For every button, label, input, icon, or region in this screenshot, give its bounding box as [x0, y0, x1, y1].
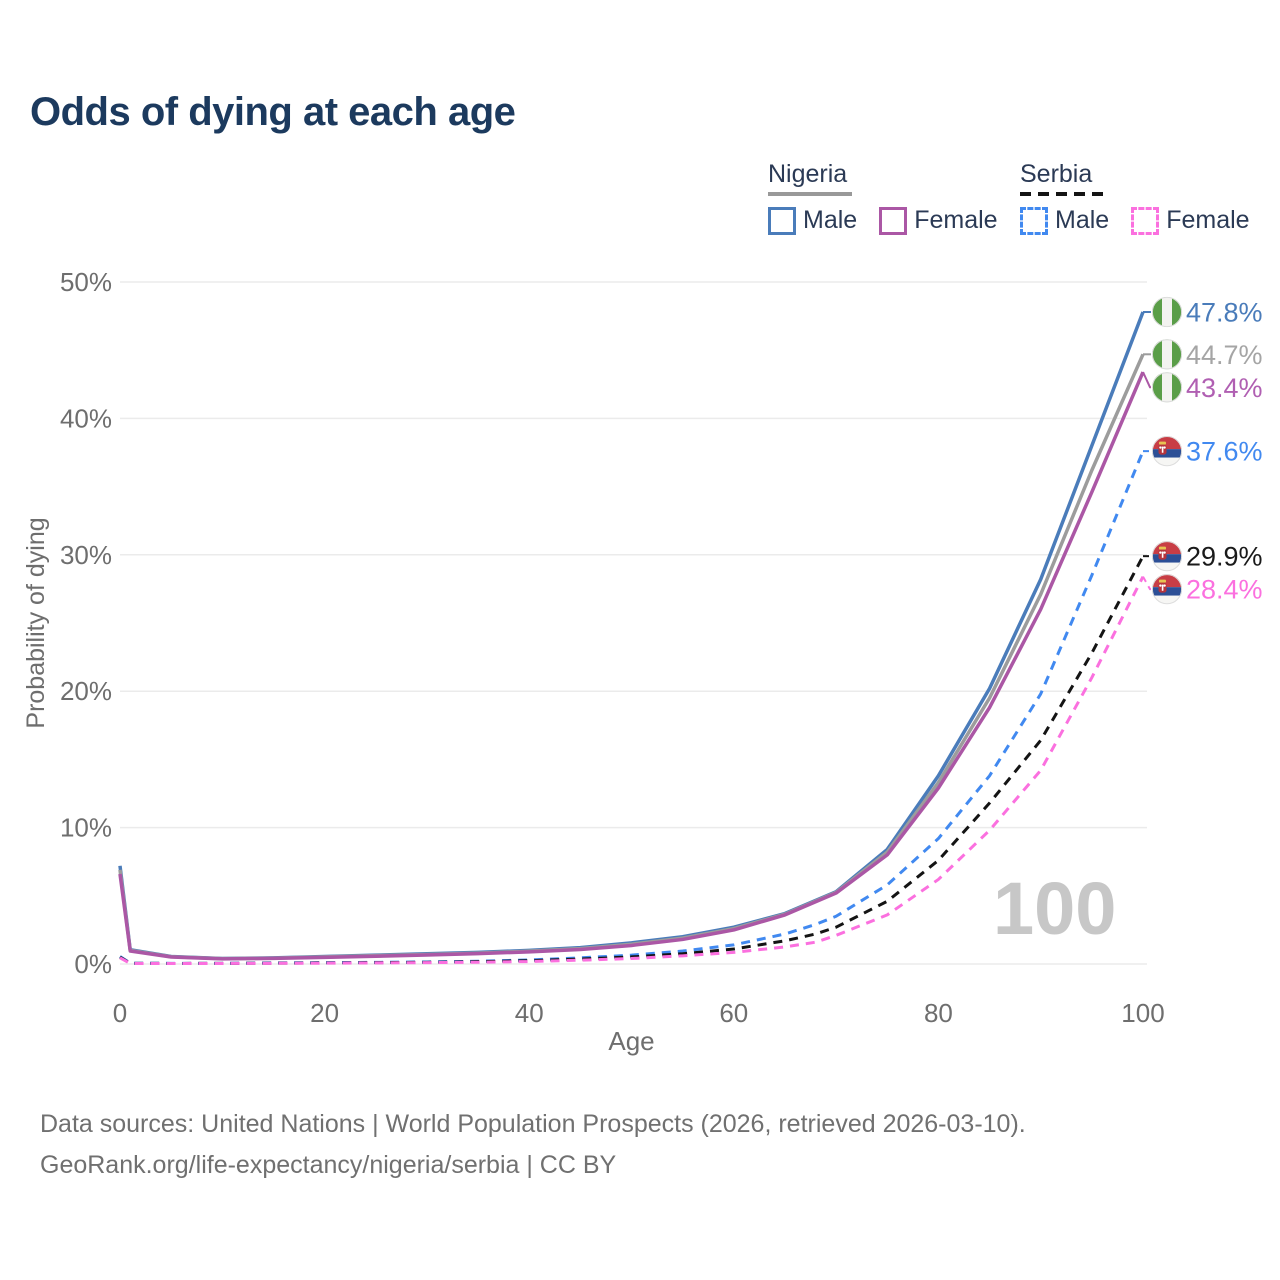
x-tick-label: 40 — [515, 998, 544, 1028]
y-tick-label: 20% — [60, 676, 112, 706]
legend-item-nigeria-male: Male — [768, 206, 857, 235]
x-tick-label: 100 — [1121, 998, 1164, 1028]
y-tick-label: 30% — [60, 540, 112, 570]
end-value-label: 29.9% — [1186, 542, 1263, 572]
x-tick-label: 80 — [924, 998, 953, 1028]
legend-item-serbia-male: Male — [1020, 206, 1109, 235]
footer-line-2: GeoRank.org/life-expectancy/nigeria/serb… — [40, 1151, 617, 1179]
end-label-leader — [1142, 576, 1151, 591]
end-label-leader — [1142, 371, 1151, 389]
legend-item-nigeria-female: Female — [879, 206, 998, 235]
y-tick-label: 10% — [60, 813, 112, 843]
series-line-serbia-both — [119, 555, 1145, 965]
y-tick-label: 50% — [60, 267, 112, 297]
end-value-label: 44.7% — [1186, 340, 1263, 370]
nigeria-flag-ring — [1151, 372, 1183, 403]
legend-item-label: Female — [914, 206, 998, 234]
legend-group-nigeria: Nigeria Male Female — [768, 160, 998, 235]
nigeria-flag-ring — [1151, 296, 1183, 328]
serbia-flag-ring — [1151, 436, 1183, 467]
nigeria-solid-line-swatch — [768, 192, 852, 196]
end-value-label: 47.8% — [1186, 298, 1263, 328]
page-title: Odds of dying at each age — [30, 90, 516, 134]
series-line-serbia-male — [119, 450, 1145, 965]
serbia-flag-icon — [1152, 574, 1182, 605]
legend-item-label: Female — [1166, 206, 1250, 234]
x-axis-title: Age — [608, 1026, 654, 1056]
legend-item-serbia-female: Female — [1131, 206, 1250, 235]
serbia-flag-icon — [1152, 436, 1182, 467]
end-value-label: 28.4% — [1186, 575, 1263, 605]
series-line-nigeria-both — [118, 353, 1145, 961]
serbia-dashed-line-swatch — [1020, 192, 1104, 196]
y-tick-label: 40% — [60, 403, 112, 433]
series-line-nigeria-male — [118, 311, 1145, 961]
serbia-flag-ring — [1151, 574, 1183, 605]
legend-country-label: Serbia — [1020, 160, 1093, 188]
nigeria-flag-ring — [1151, 339, 1183, 370]
x-tick-label: 60 — [719, 998, 748, 1028]
serbia-female-swatch-icon — [1131, 206, 1160, 235]
x-tick-label: 0 — [113, 998, 127, 1028]
end-value-label: 37.6% — [1186, 437, 1263, 467]
legend-group-serbia: Serbia Male Female — [1020, 160, 1250, 235]
nigeria-male-swatch-icon — [768, 206, 796, 235]
end-value-label: 43.4% — [1186, 373, 1263, 403]
series-line-nigeria-female — [118, 371, 1145, 961]
serbia-male-swatch-icon — [1020, 206, 1048, 235]
serbia-flag-ring — [1151, 541, 1183, 572]
age-watermark: 100 — [993, 867, 1117, 950]
y-tick-label: 0% — [74, 949, 112, 979]
serbia-flag-icon — [1152, 541, 1182, 572]
legend-item-label: Male — [803, 206, 858, 234]
legend: Nigeria Male Female Serbia Male Female — [768, 160, 1268, 240]
legend-item-label: Male — [1055, 206, 1110, 234]
x-tick-label: 20 — [310, 998, 339, 1028]
y-axis-title: Probability of dying — [22, 517, 50, 728]
legend-country-label: Nigeria — [768, 160, 848, 188]
data-sources-footer: Data sources: United Nations | World Pop… — [40, 1104, 1240, 1186]
nigeria-female-swatch-icon — [879, 206, 908, 235]
series-line-serbia-female — [119, 575, 1145, 966]
footer-line-1: Data sources: United Nations | World Pop… — [40, 1110, 1026, 1138]
